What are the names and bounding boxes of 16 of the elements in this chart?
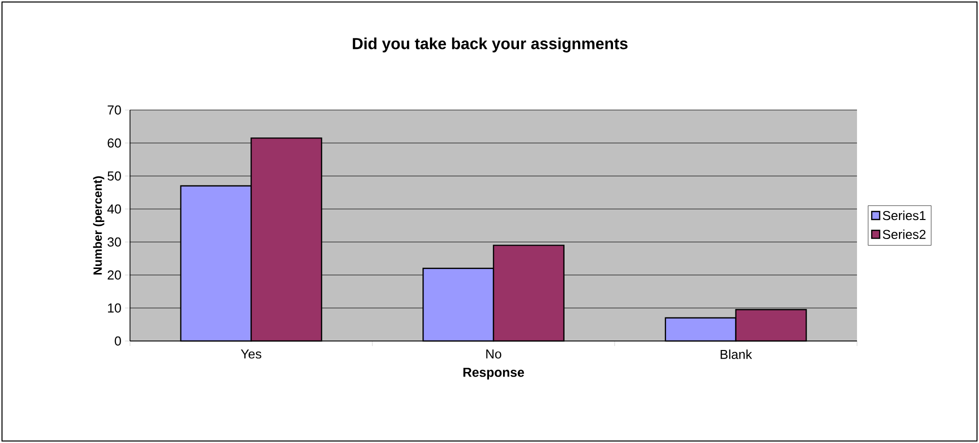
y-tick-label: 40 xyxy=(107,204,121,214)
y-tick-label: 30 xyxy=(108,237,121,247)
x-tick-label: Yes xyxy=(240,350,262,359)
y-tick-label: 20 xyxy=(108,270,121,280)
y-tick-label: 0 xyxy=(114,336,121,346)
legend-label: Series2 xyxy=(882,229,926,240)
chart-title: Did you take back your assignments xyxy=(352,38,628,52)
y-axis-title: Number (percent) xyxy=(93,176,104,275)
x-tick-label: Blank xyxy=(720,350,752,360)
y-tick-label: 60 xyxy=(108,138,121,148)
x-tick-label: No xyxy=(486,350,502,359)
legend-label: Series1 xyxy=(882,210,926,220)
y-tick-label: 70 xyxy=(108,105,121,115)
x-axis-title: Response xyxy=(463,368,524,380)
y-tick-label: 50 xyxy=(108,171,121,181)
y-tick-label: 10 xyxy=(108,303,121,313)
